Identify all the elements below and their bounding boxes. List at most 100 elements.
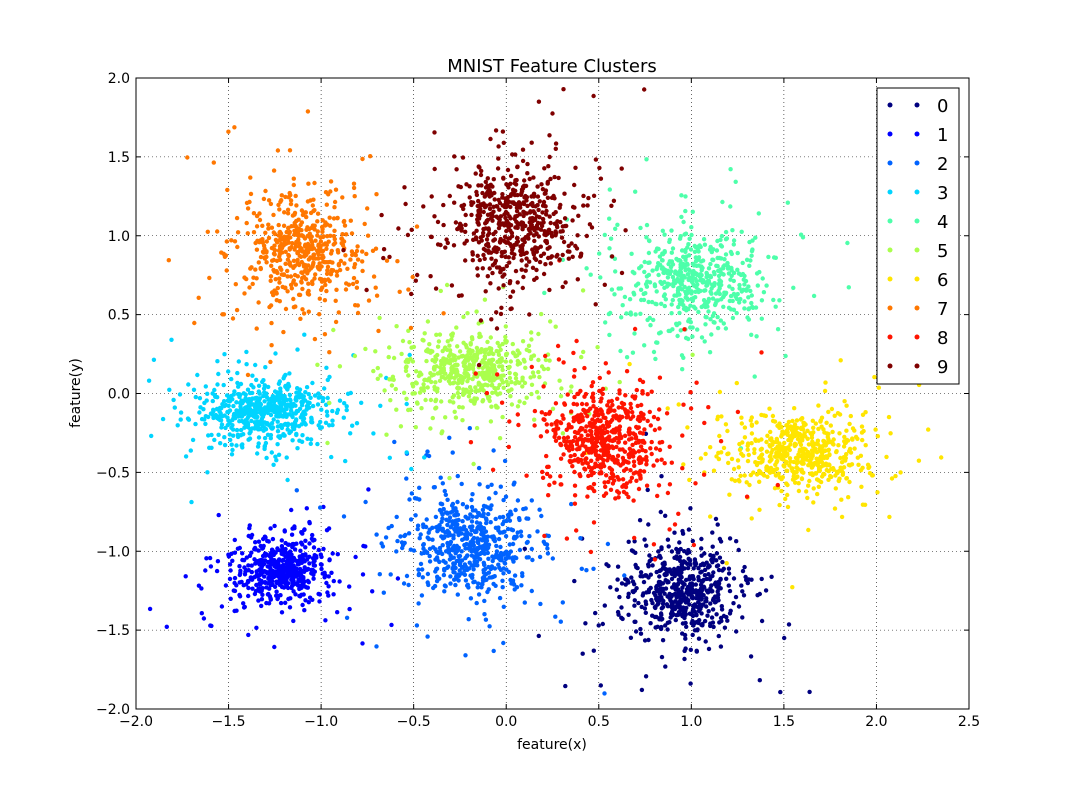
data-point — [676, 582, 680, 586]
data-point — [353, 194, 357, 198]
data-point — [736, 458, 740, 462]
data-point — [694, 562, 698, 566]
data-point — [774, 460, 778, 464]
data-point — [788, 424, 792, 428]
data-point — [421, 575, 425, 579]
data-point — [407, 531, 411, 535]
data-point — [761, 276, 765, 280]
data-point — [695, 649, 699, 653]
data-point — [479, 551, 483, 555]
data-point — [207, 446, 211, 450]
data-point — [743, 425, 747, 429]
data-point — [670, 613, 674, 617]
data-point — [404, 360, 408, 364]
data-point — [705, 614, 709, 618]
data-point — [483, 298, 487, 302]
data-point — [815, 477, 819, 481]
data-point — [288, 393, 292, 397]
data-point — [710, 615, 714, 619]
data-point — [422, 455, 426, 459]
data-point — [271, 537, 275, 541]
data-point — [646, 562, 650, 566]
data-point — [327, 423, 331, 427]
data-point — [721, 305, 725, 309]
data-point — [663, 292, 667, 296]
data-point — [477, 482, 481, 486]
data-point — [297, 439, 301, 443]
data-point — [273, 232, 277, 236]
data-point — [516, 530, 520, 534]
data-point — [460, 482, 464, 486]
data-point — [653, 557, 657, 561]
data-point — [726, 461, 730, 465]
data-point — [298, 407, 302, 411]
data-point — [860, 424, 864, 428]
data-point — [359, 401, 363, 405]
data-point — [348, 257, 352, 261]
data-point — [851, 426, 855, 430]
data-point — [244, 392, 248, 396]
data-point — [678, 265, 682, 269]
data-point — [249, 551, 253, 555]
data-point — [697, 637, 701, 641]
data-point — [792, 460, 796, 464]
data-point — [672, 556, 676, 560]
data-point — [712, 469, 716, 473]
data-point — [781, 457, 785, 461]
data-point — [289, 224, 293, 228]
data-point — [219, 425, 223, 429]
data-point — [699, 586, 703, 590]
data-point — [495, 349, 499, 353]
data-point — [410, 491, 414, 495]
data-point — [610, 471, 614, 475]
data-point — [304, 263, 308, 267]
data-point — [511, 542, 515, 546]
data-point — [280, 544, 284, 548]
data-point — [353, 555, 357, 559]
data-point — [735, 297, 739, 301]
data-point — [457, 558, 461, 562]
data-point — [811, 454, 815, 458]
data-point — [508, 394, 512, 398]
data-point — [289, 429, 293, 433]
data-point — [624, 467, 628, 471]
data-point — [522, 401, 526, 405]
data-point — [461, 315, 465, 319]
data-point — [388, 456, 392, 460]
data-point — [293, 211, 297, 215]
data-point — [852, 446, 856, 450]
data-point — [185, 155, 189, 159]
data-point — [650, 268, 654, 272]
data-point — [887, 515, 891, 519]
data-point — [618, 380, 622, 384]
data-point — [426, 580, 430, 584]
data-point — [711, 545, 715, 549]
data-point — [319, 552, 323, 556]
data-point — [639, 298, 643, 302]
data-point — [631, 291, 635, 295]
data-point — [521, 507, 525, 511]
data-point — [460, 538, 464, 542]
data-point — [281, 330, 285, 334]
data-point — [806, 528, 810, 532]
data-point — [303, 545, 307, 549]
data-point — [817, 469, 821, 473]
data-point — [294, 282, 298, 286]
data-point — [326, 584, 330, 588]
data-point — [403, 533, 407, 537]
data-point — [351, 282, 355, 286]
data-point — [615, 577, 619, 581]
data-point — [345, 267, 349, 271]
data-point — [678, 577, 682, 581]
data-point — [620, 617, 624, 621]
data-point — [602, 691, 606, 695]
data-point — [749, 441, 753, 445]
data-point — [718, 270, 722, 274]
data-point — [695, 327, 699, 331]
data-point — [470, 349, 474, 353]
data-point — [283, 373, 287, 377]
data-point — [458, 554, 462, 558]
data-point — [537, 508, 541, 512]
data-point — [457, 395, 461, 399]
data-point — [469, 342, 473, 346]
